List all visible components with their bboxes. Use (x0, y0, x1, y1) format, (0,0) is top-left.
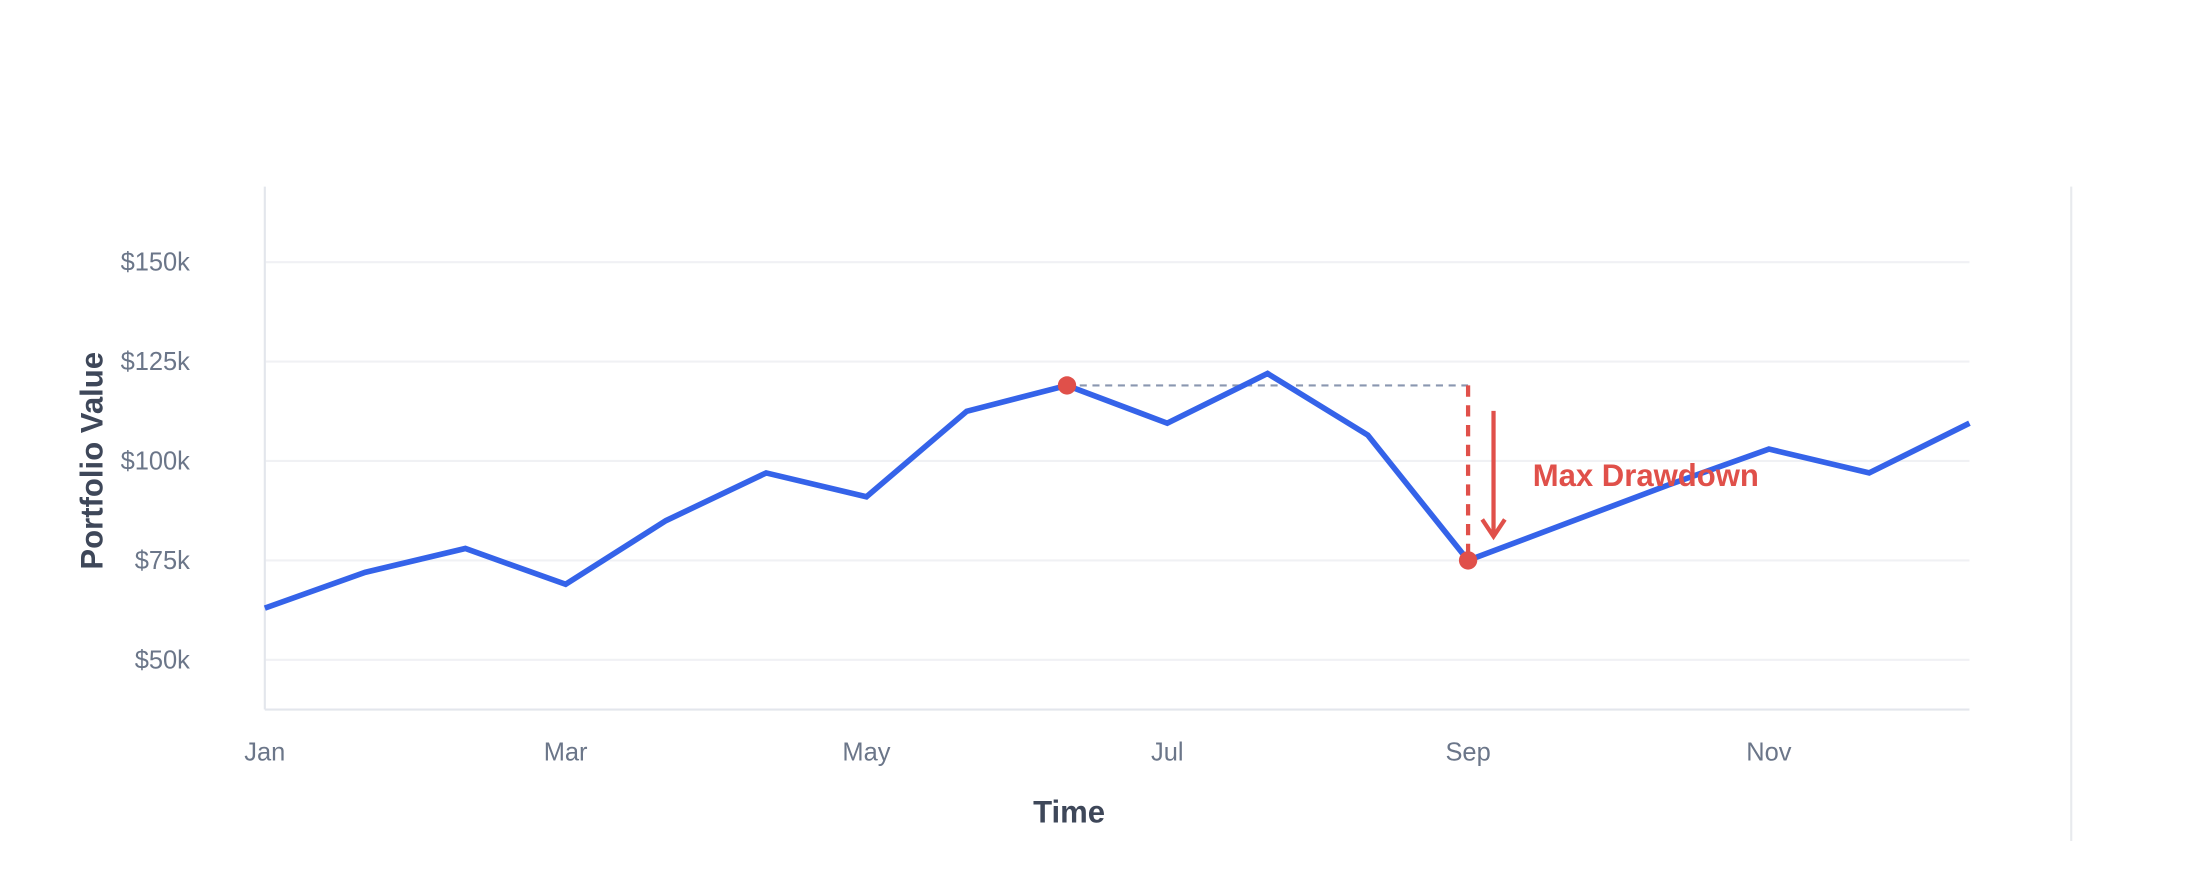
peak-marker (1057, 376, 1077, 395)
x-tick-label: Jan (244, 738, 285, 766)
arrow-down-icon (1480, 518, 1507, 541)
x-axis-title: Time (1033, 795, 1105, 830)
x-tick-label: May (842, 738, 890, 766)
x-tick-label: Nov (1746, 738, 1792, 766)
y-tick-label: $150k (121, 249, 191, 277)
y-tick-label: $50k (135, 646, 190, 674)
y-axis-title: Portfolio Value (74, 352, 109, 570)
gridlines (264, 261, 1970, 661)
y-tick-labels: $50k $75k $100k $125k $150k (121, 249, 191, 675)
y-tick-label: $125k (121, 348, 191, 376)
series-line-portfolio (263, 370, 1971, 611)
max-drawdown-label: Max Drawdown (1533, 458, 1759, 493)
drawdown-markers (1057, 376, 1478, 570)
trough-marker (1458, 551, 1478, 570)
drawdown-guides (1066, 384, 1507, 561)
x-tick-label: Sep (1445, 738, 1490, 766)
x-tick-label: Mar (544, 738, 588, 766)
y-tick-label: $100k (121, 447, 191, 475)
x-tick-labels: Jan Mar May Jul Sep Nov (244, 738, 1791, 766)
x-tick-label: Jul (1151, 738, 1184, 766)
y-tick-label: $75k (135, 547, 190, 575)
